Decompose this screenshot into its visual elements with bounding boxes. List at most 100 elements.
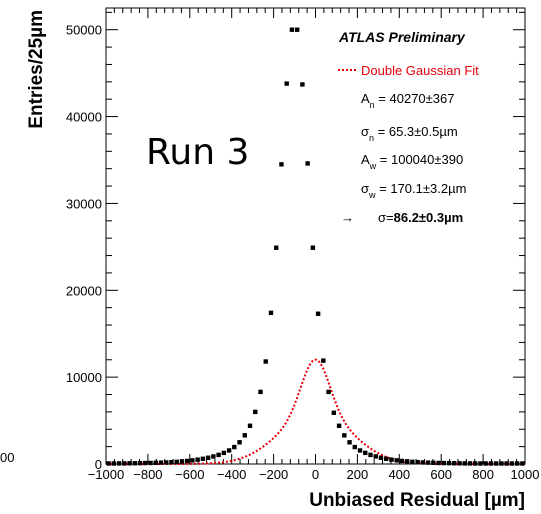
- result-sigma: σ=86.2±0.3µm: [378, 210, 463, 225]
- data-point: [221, 450, 227, 456]
- x-tick-label: −400: [217, 467, 246, 482]
- data-point: [148, 460, 153, 466]
- axis-ticks: −1000 −800 −600 −400 −200 0 200 400 600 800 100001…: [66, 8, 540, 482]
- data-point: [368, 452, 373, 458]
- data-point: [274, 245, 279, 250]
- data-point: [488, 461, 494, 466]
- data-point: [211, 454, 216, 459]
- data-point: [384, 456, 389, 461]
- data-point: [294, 27, 300, 32]
- data-point: [399, 458, 405, 464]
- x-tick-label: −600: [175, 467, 204, 482]
- data-point: [205, 455, 211, 460]
- y-tick-label: 0: [95, 457, 102, 472]
- x-tick-label: 600: [430, 467, 452, 482]
- data-point: [473, 461, 478, 466]
- x-tick-label: 1000: [511, 467, 540, 482]
- y-tick-label: 40000: [66, 110, 102, 125]
- data-point: [520, 461, 525, 466]
- data-point: [410, 459, 415, 465]
- param-sigma-n: σn = 65.3±0.5µm: [361, 124, 458, 143]
- data-point: [509, 461, 515, 466]
- data-point: [404, 459, 410, 464]
- x-tick-label: 400: [388, 467, 410, 482]
- data-point: [462, 461, 467, 466]
- x-tick-label: 0: [312, 467, 319, 482]
- legend-fit-label: Double Gaussian Fit: [361, 63, 479, 78]
- data-point: [263, 359, 268, 364]
- x-tick-label: 200: [347, 467, 369, 482]
- data-point: [321, 358, 326, 363]
- data-point: [310, 245, 316, 250]
- result-arrow: →: [341, 210, 354, 225]
- data-point: [242, 433, 247, 438]
- x-tick-label: −200: [259, 467, 288, 482]
- x-tick-label: −800: [133, 467, 162, 482]
- data-point: [300, 82, 305, 87]
- data-point: [446, 460, 452, 466]
- y-tick-label: 30000: [66, 196, 102, 211]
- data-point: [493, 461, 499, 466]
- data-point: [467, 461, 473, 466]
- data-point: [195, 457, 200, 462]
- param-sigma-w: σw = 170.1±3.2µm: [361, 181, 466, 200]
- data-point: [216, 452, 221, 458]
- data-point: [342, 433, 347, 438]
- data-point: [190, 458, 195, 463]
- data-point: [143, 460, 148, 466]
- data-point: [122, 461, 127, 466]
- data-point: [158, 460, 164, 465]
- data-point: [305, 161, 310, 166]
- data-point: [363, 450, 368, 456]
- data-point: [247, 423, 253, 428]
- x-axis-title: Unbiased Residual [µm]: [309, 490, 525, 511]
- data-point: [331, 410, 337, 415]
- data-point: [237, 440, 242, 445]
- data-point: [153, 460, 158, 465]
- data-point: [226, 448, 232, 453]
- data-point: [137, 460, 143, 466]
- data-point: [394, 458, 399, 463]
- data-point: [478, 461, 483, 466]
- y-tick-label: 10000: [66, 370, 102, 385]
- atlas-label: ATLAS Preliminary: [338, 29, 466, 45]
- data-point: [179, 459, 185, 464]
- data-point: [174, 459, 179, 465]
- data-point: [164, 460, 169, 465]
- data-point: [326, 389, 331, 395]
- data-point: [336, 423, 342, 428]
- fit-curve-layer: [106, 358, 525, 465]
- data-point: [111, 461, 117, 466]
- data-point: [132, 461, 138, 466]
- data-point: [389, 457, 394, 462]
- param-a-w: Aw = 100040±390: [361, 152, 463, 171]
- data-point: [504, 461, 509, 466]
- data-point: [127, 461, 132, 466]
- data-point: [352, 444, 357, 450]
- y-axis-title: Entries/25µm: [26, 10, 47, 129]
- data-point: [253, 409, 258, 415]
- data-point: [200, 456, 206, 461]
- run-label: Run 3: [146, 132, 249, 173]
- data-point: [289, 27, 295, 32]
- data-point: [425, 460, 431, 465]
- data-point: [441, 460, 447, 466]
- data-point: [284, 81, 289, 86]
- data-point: [315, 311, 321, 316]
- stray-left-label: 00: [0, 450, 14, 465]
- x-tick-label: −1000: [88, 467, 125, 482]
- data-point: [431, 460, 436, 465]
- data-point: [436, 460, 441, 466]
- data-point: [347, 440, 352, 445]
- data-markers-layer: [106, 27, 525, 466]
- data-point: [483, 461, 488, 466]
- data-point: [232, 444, 237, 450]
- data-point: [378, 455, 384, 460]
- data-point: [169, 459, 174, 465]
- data-point: [116, 461, 122, 466]
- data-point: [106, 461, 111, 466]
- y-tick-label: 20000: [66, 283, 102, 298]
- data-point: [373, 454, 378, 459]
- data-point: [452, 461, 457, 466]
